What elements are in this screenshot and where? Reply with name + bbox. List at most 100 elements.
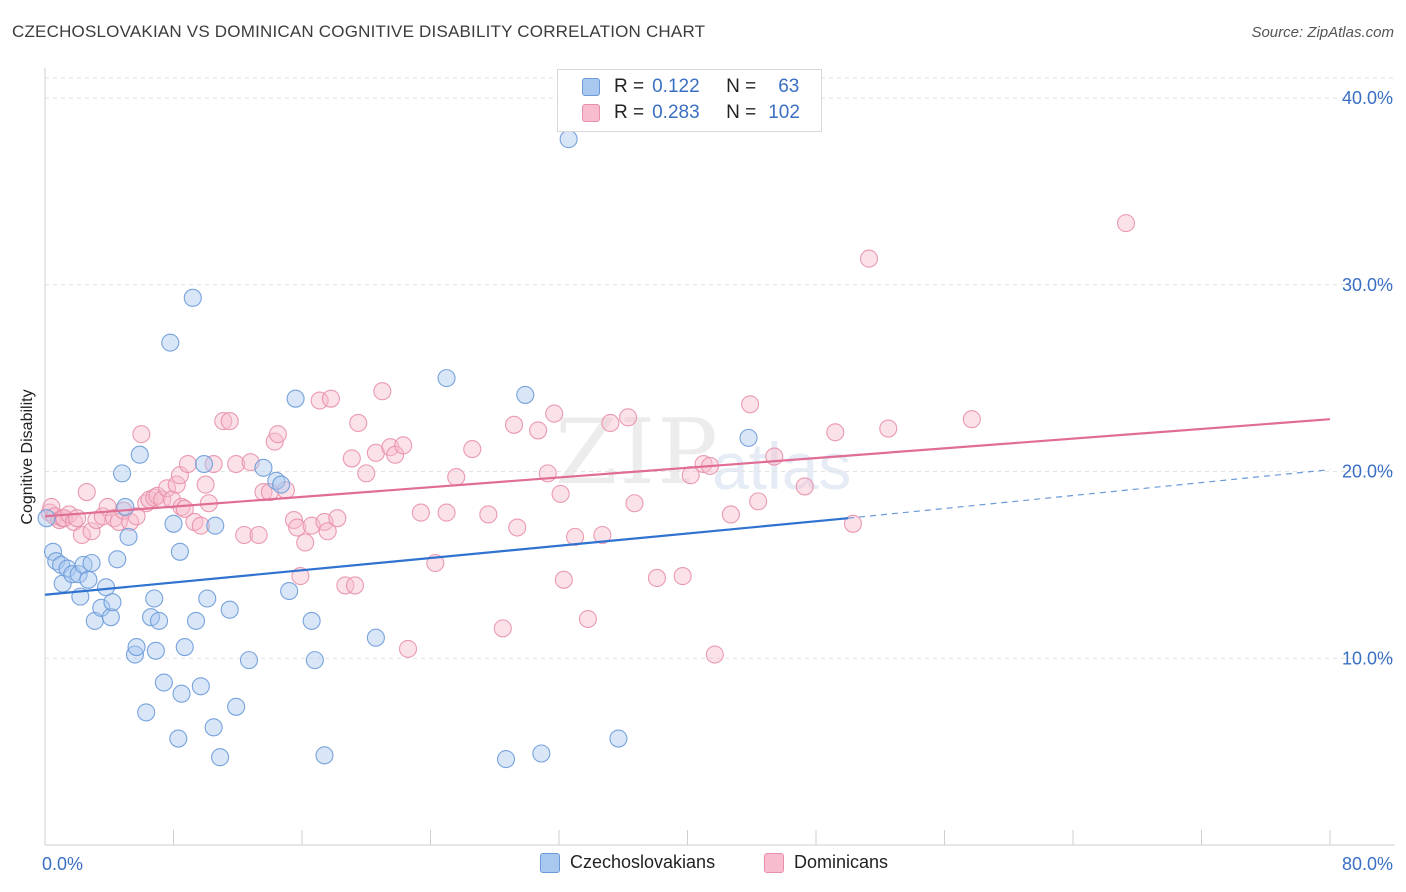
dominican-point [694, 454, 713, 474]
dominican-point [721, 505, 740, 524]
czechoslovakian-point [113, 464, 132, 483]
dominican-point [373, 382, 392, 401]
y-tick-label: 20.0% [1342, 462, 1393, 482]
legend-swatch-pink [582, 104, 600, 122]
dominican-point [227, 454, 246, 474]
dominican-point [321, 389, 340, 408]
dominican-point [268, 425, 287, 444]
watermark-atlas: atlas [712, 429, 852, 503]
czechoslovakian-point [227, 697, 246, 716]
dominican-point [68, 509, 87, 528]
czechoslovakian-point [204, 718, 223, 737]
y-tick-label: 40.0% [1342, 88, 1393, 108]
dominican-point [619, 408, 638, 427]
czechoslovakian-point [145, 589, 164, 608]
czechoslovakian-point [137, 703, 156, 722]
dominican-point [504, 415, 524, 434]
legend-r-label: R = [614, 76, 645, 97]
legend-n-value: 102 [768, 102, 800, 123]
dominican-point [551, 484, 570, 503]
bottom-legend-czechoslovakians: Czechoslovakians [540, 852, 715, 873]
dominican-point [398, 639, 418, 658]
czechoslovakian-point [280, 581, 299, 601]
bottom-legend-label: Czechoslovakians [570, 852, 716, 872]
czechoslovakian-point [559, 130, 578, 149]
czechoslovakian-point [154, 673, 173, 692]
czechoslovakian-point [198, 589, 217, 608]
czechoslovakian-point [116, 497, 135, 517]
dominican-point [178, 454, 198, 474]
dominican-point [673, 567, 692, 586]
dominican-point [296, 533, 315, 552]
dominican-point [463, 440, 482, 459]
czechoslovakian-point [119, 527, 138, 546]
czechoslovakian-point [149, 611, 169, 630]
czechoslovakian-point [532, 744, 551, 763]
czechoslovakian-point [164, 514, 183, 533]
dominican-point [578, 609, 597, 629]
czechoslovakian-point [101, 608, 120, 627]
czechoslovakian-point [239, 651, 259, 670]
czechoslovakian-point [69, 565, 88, 584]
dominican-point [843, 514, 862, 533]
dominican-point [328, 509, 347, 528]
dominican-point [545, 404, 564, 423]
czechoslovakian-point [79, 570, 98, 589]
czechoslovakian-point [286, 389, 305, 408]
czechoslovakian-point [82, 553, 101, 573]
dominican-point [479, 505, 498, 524]
dominican-point [593, 525, 612, 545]
czechoslovakian-point [302, 611, 321, 630]
dominican-point [625, 494, 644, 513]
legend-r-value: 0.283 [652, 102, 700, 123]
czechoslovakian-point [161, 333, 180, 352]
dominican-point [72, 525, 91, 545]
dominican-point [741, 395, 760, 414]
x-tick-label: 0.0% [42, 854, 83, 874]
czechoslovakian-point [305, 651, 324, 670]
czechoslovakian-trendline [44, 517, 849, 596]
y-tick-label: 30.0% [1342, 275, 1393, 295]
dominican-point [336, 576, 355, 595]
czechoslovakian-point [37, 509, 56, 528]
czechoslovakian-point [194, 454, 214, 474]
czechoslovakian-point [146, 641, 165, 660]
dominican-trendline [44, 418, 1331, 518]
dominican-point [859, 249, 879, 268]
correlation-legend: R = 0.122 N = 63 R = 0.283 N = 102 [557, 69, 822, 132]
dominican-point [318, 522, 337, 541]
y-tick-label: 10.0% [1342, 648, 1393, 668]
czechoslovakian-point [609, 729, 628, 748]
legend-r-value: 0.122 [652, 76, 700, 97]
legend-swatch-blue [582, 78, 600, 96]
dominican-point [288, 518, 307, 537]
source-credit: Source: ZipAtlas.com [1251, 24, 1394, 41]
czechoslovakian-point [103, 593, 122, 612]
dominican-point [529, 421, 548, 440]
czechoslovakian-point [183, 288, 202, 307]
dominican-point [310, 391, 329, 410]
dominican-point [647, 568, 667, 587]
czechoslovakian-point [130, 445, 149, 464]
dominican-point [749, 492, 768, 511]
legend-row-czechoslovakians: R = 0.122 N = 63 [582, 75, 799, 99]
dominican-point [826, 423, 845, 442]
chart-title: CZECHOSLOVAKIAN VS DOMINICAN COGNITIVE D… [12, 22, 706, 41]
dominican-point [235, 525, 254, 545]
czechoslovakian-trendline-extension [848, 469, 1331, 519]
dominican-point [394, 436, 413, 455]
dominican-point [196, 475, 215, 494]
bottom-legend-dominicans: Dominicans [764, 852, 888, 873]
dominican-point [601, 413, 620, 432]
legend-row-dominicans: R = 0.283 N = 102 [582, 101, 800, 125]
dominican-point [411, 503, 430, 522]
czechoslovakian-point [254, 458, 273, 477]
bottom-legend-label: Dominicans [794, 852, 889, 872]
czechoslovakian-point [170, 542, 189, 561]
dominican-point [260, 482, 279, 502]
dominican-point [705, 645, 724, 664]
dominican-point [220, 412, 239, 431]
czechoslovakian-point [516, 385, 535, 404]
czechoslovakian-point [366, 628, 385, 647]
dominican-point [795, 477, 814, 496]
